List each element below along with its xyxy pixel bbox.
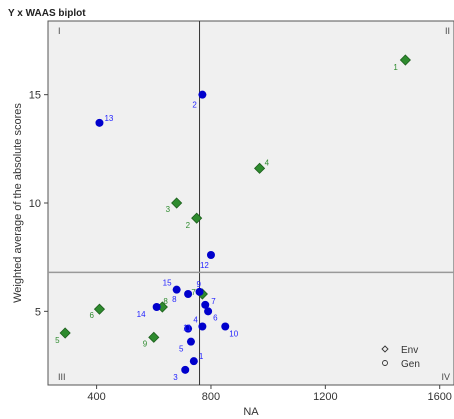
y-tick-label-15: 15 [29,90,41,102]
y-tick-label-5: 5 [35,306,41,318]
gen-label-6: 6 [213,313,218,322]
env-point-2 [191,212,203,224]
env-label-2: 2 [186,221,191,230]
env-point-6 [93,303,106,315]
plot-area [47,20,454,386]
gen-point-4 [198,322,207,331]
gen-label-13: 13 [104,114,113,123]
gen-point-13 [95,118,104,127]
gen-point-2 [198,90,207,99]
legend-label-gen: Gen [401,359,420,370]
quadrant-label-4: IV [441,372,450,382]
x-tick-label-1200: 1200 [313,391,337,403]
env-point-3 [171,197,183,209]
legend-label-env: Env [401,345,418,356]
gen-point-12 [206,251,215,259]
env-label-8: 8 [163,297,168,306]
x-tick-label-400: 400 [87,391,105,403]
gen-point-7 [201,300,210,309]
gen-point-8 [184,290,193,298]
env-point-4 [254,162,266,174]
gen-point-15 [172,285,181,294]
gen-label-1: 1 [199,352,204,361]
legend-env-icon [381,345,389,353]
gen-label-15: 15 [163,279,172,288]
quadrant-label-3: III [58,372,66,382]
chart-title: Y x WAAS biplot [8,8,86,19]
gen-point-6 [204,307,213,316]
y-axis-label: Weighted average of the absolute scores [12,103,24,303]
env-label-3: 3 [166,205,171,214]
legend-gen-icon [382,360,388,366]
gen-label-2: 2 [192,101,197,110]
gen-label-3: 3 [173,373,178,382]
gen-point-5 [186,337,195,346]
gen-point-9 [195,287,204,296]
quadrant-label-1: I [58,26,61,36]
y-tick-label-10: 10 [29,198,41,210]
env-point-1 [399,54,411,66]
gen-label-14: 14 [137,310,146,319]
gen-label-8: 8 [172,295,177,304]
quadrant-label-2: II [445,26,450,36]
gen-label-4: 4 [193,316,198,325]
gen-point-3 [181,365,190,374]
gen-point-11 [184,324,193,333]
x-tick-label-800: 800 [202,391,220,403]
x-axis-label: NA [243,406,259,418]
env-label-9: 9 [143,339,148,348]
legend: Env Gen [381,345,420,370]
gen-point-10 [221,322,230,331]
env-point-5 [59,327,71,339]
gen-label-10: 10 [229,330,238,339]
gen-point-1 [189,357,198,366]
env-point-9 [148,331,160,343]
env-label-7: 7 [191,288,196,297]
env-label-5: 5 [55,336,60,345]
gen-label-5: 5 [179,345,184,354]
gen-label-7: 7 [211,297,216,306]
env-label-1: 1 [393,63,398,72]
gen-label-11: 11 [183,324,192,333]
gen-point-14 [152,303,161,311]
x-tick-label-1600: 1600 [427,391,451,403]
env-label-6: 6 [89,311,94,320]
gen-label-12: 12 [200,261,209,270]
gen-label-9: 9 [197,280,202,289]
env-label-4: 4 [265,158,270,167]
